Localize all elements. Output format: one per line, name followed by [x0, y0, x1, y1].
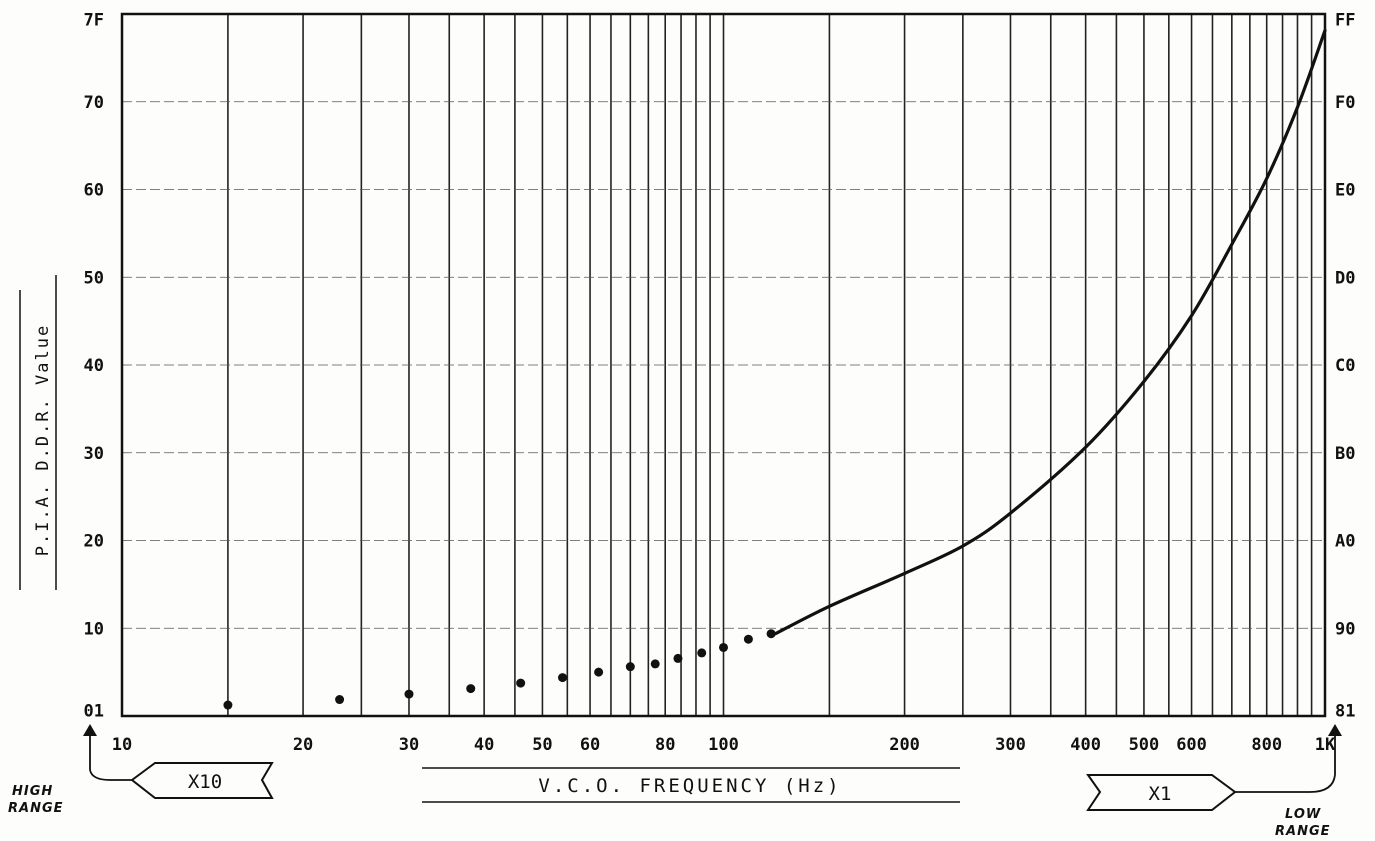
right-tick-label: F0: [1335, 93, 1355, 113]
right-tick-labels: 81 90 A0 B0 C0 D0 E0 F0 FF: [1335, 10, 1355, 721]
data-point: [223, 700, 233, 710]
left-tick-labels: 01 10 20 30 40 50 60 70 7F: [84, 10, 104, 721]
data-point: [404, 689, 414, 699]
y-axis-label-group: P.I.A. D.D.R. Value: [33, 324, 53, 556]
data-point: [558, 673, 568, 683]
x-tick-label: 30: [399, 735, 419, 755]
x-tick-label: 20: [293, 735, 313, 755]
x-tick-label: 60: [580, 735, 600, 755]
left-tick-label: 60: [84, 181, 104, 201]
left-tick-label: 20: [84, 532, 104, 552]
right-tick-label: 90: [1335, 619, 1355, 639]
low-range-annotation: X1 LOW RANGE: [1086, 724, 1342, 839]
right-tick-label: B0: [1335, 444, 1355, 464]
left-tick-label: 50: [84, 268, 104, 288]
right-tick-label: C0: [1335, 356, 1355, 376]
data-point: [650, 659, 660, 669]
data-point: [516, 678, 526, 688]
data-point: [625, 662, 635, 672]
x-tick-label: 100: [708, 735, 739, 755]
data-point: [466, 684, 476, 694]
left-tick-label: 10: [84, 619, 104, 639]
right-tick-label: FF: [1335, 10, 1355, 30]
x-tick-label: 400: [1070, 735, 1101, 755]
x-tick-label: 80: [655, 735, 675, 755]
right-tick-label: D0: [1335, 268, 1355, 288]
y-axis-label: P.I.A. D.D.R. Value: [33, 324, 53, 556]
low-range-line1: LOW: [1285, 807, 1321, 822]
data-point: [335, 695, 345, 705]
x-axis-title: V.C.O. FREQUENCY (Hz): [538, 775, 841, 797]
low-range-line2: RANGE: [1275, 824, 1331, 839]
x-tick-label: 40: [474, 735, 494, 755]
low-multiplier-label: X1: [1149, 783, 1172, 805]
high-range-line2: RANGE: [8, 801, 64, 816]
high-range-line1: HIGH: [12, 784, 53, 799]
x-tick-label: 300: [995, 735, 1026, 755]
data-point: [766, 629, 776, 639]
left-tick-label: 7F: [84, 10, 104, 30]
horizontal-grid: [122, 101, 1325, 629]
x-tick-labels: 10 20 30 40 50 60 80 100 200 300 400 500 600 800 1K: [112, 735, 1336, 755]
x-tick-label: 50: [532, 735, 552, 755]
data-point: [673, 653, 683, 663]
right-tick-label: A0: [1335, 532, 1355, 552]
right-tick-label: 81: [1335, 702, 1355, 722]
x-tick-label: 1K: [1315, 735, 1336, 755]
left-tick-label: 30: [84, 444, 104, 464]
high-range-annotation: X10 HIGH RANGE: [8, 724, 274, 816]
solid-curve: [773, 28, 1327, 636]
dotted-series: [223, 629, 776, 710]
x-tick-label: 600: [1176, 735, 1207, 755]
data-point: [594, 667, 604, 677]
x-tick-label: 500: [1129, 735, 1160, 755]
data-point: [719, 642, 728, 652]
left-tick-label: 40: [84, 356, 104, 376]
data-point: [697, 648, 707, 658]
plot-frame: [120, 12, 1327, 718]
data-point: [743, 634, 753, 644]
x-tick-label: 800: [1251, 735, 1282, 755]
left-tick-label: 01: [84, 702, 104, 722]
high-multiplier-label: X10: [188, 771, 222, 793]
x-tick-label: 10: [112, 735, 132, 755]
left-tick-label: 70: [84, 93, 104, 113]
x-tick-label: 200: [889, 735, 920, 755]
right-tick-label: E0: [1335, 181, 1355, 201]
